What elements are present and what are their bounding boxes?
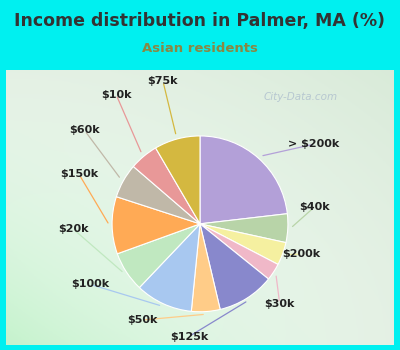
Wedge shape <box>156 136 200 224</box>
Text: $100k: $100k <box>71 279 109 289</box>
Wedge shape <box>200 224 278 279</box>
Wedge shape <box>200 214 288 243</box>
Text: $75k: $75k <box>148 76 178 86</box>
Wedge shape <box>191 224 220 312</box>
Text: $50k: $50k <box>127 315 158 325</box>
Text: Income distribution in Palmer, MA (%): Income distribution in Palmer, MA (%) <box>14 12 386 30</box>
Text: > $200k: > $200k <box>288 139 340 149</box>
Text: $200k: $200k <box>282 249 321 259</box>
Wedge shape <box>139 224 200 312</box>
Text: Asian residents: Asian residents <box>142 42 258 55</box>
Text: $125k: $125k <box>170 331 208 342</box>
Wedge shape <box>116 167 200 224</box>
Text: City-Data.com: City-Data.com <box>263 92 337 102</box>
Text: $20k: $20k <box>58 224 89 234</box>
Text: $40k: $40k <box>299 202 329 212</box>
Wedge shape <box>117 224 200 288</box>
Text: $30k: $30k <box>264 299 295 309</box>
Wedge shape <box>133 148 200 224</box>
Text: $150k: $150k <box>60 169 98 180</box>
Wedge shape <box>200 224 286 264</box>
Text: $10k: $10k <box>101 90 132 100</box>
Wedge shape <box>200 136 287 224</box>
Text: $60k: $60k <box>69 125 100 135</box>
Wedge shape <box>112 197 200 254</box>
Wedge shape <box>200 224 268 309</box>
